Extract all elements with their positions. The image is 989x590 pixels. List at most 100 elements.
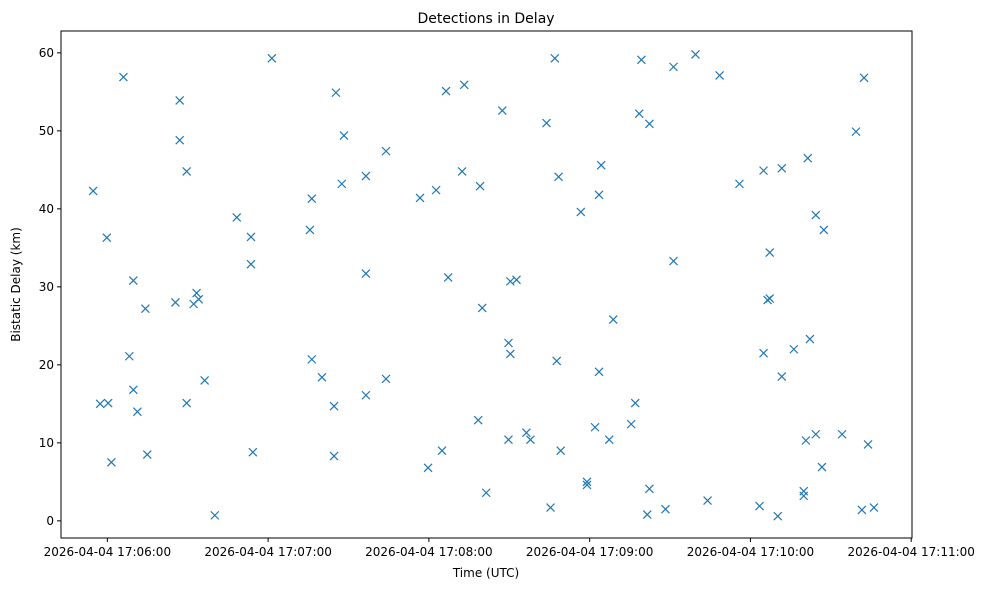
data-point-marker: [192, 288, 202, 298]
data-point-marker: [95, 399, 105, 409]
data-point-marker: [175, 135, 185, 145]
data-point-marker: [811, 210, 821, 220]
data-point-marker: [170, 298, 180, 307]
data-point-marker: [210, 510, 220, 520]
data-point-marker: [423, 463, 433, 473]
data-point-marker: [691, 49, 700, 59]
data-point-marker: [431, 185, 441, 195]
data-point-marker: [88, 186, 98, 196]
data-point-marker: [851, 127, 861, 137]
x-tick-label: 2026-04-04 17:10:00: [687, 545, 814, 559]
x-axis-label: Time (UTC): [452, 566, 519, 580]
data-point-marker: [859, 73, 869, 83]
data-point-marker: [634, 109, 644, 119]
data-point-marker: [200, 376, 210, 385]
y-axis-label: Bistatic Delay (km): [9, 227, 23, 342]
data-point-marker: [361, 171, 371, 181]
data-point-marker: [182, 166, 192, 176]
data-point-marker: [759, 348, 768, 358]
data-point-marker: [626, 419, 636, 429]
data-point-marker: [128, 385, 138, 395]
data-point-marker: [636, 55, 646, 65]
y-tick-label: 60: [39, 46, 54, 60]
data-point-marker: [703, 496, 712, 505]
x-tick-label: 2026-04-04 17:07:00: [204, 545, 331, 559]
data-point-marker: [457, 166, 467, 176]
data-point-marker: [801, 436, 811, 445]
data-point-marker: [582, 480, 592, 490]
data-point-marker: [119, 72, 128, 82]
data-point-marker: [546, 503, 555, 513]
data-point-marker: [459, 80, 469, 90]
chart-title: Detections in Delay: [417, 11, 554, 27]
data-point-marker: [765, 248, 775, 257]
y-tick-label: 10: [39, 436, 54, 450]
data-point-marker: [604, 435, 614, 445]
data-point-marker: [477, 303, 487, 313]
data-point-marker: [576, 207, 586, 217]
data-point-marker: [329, 401, 339, 411]
data-point-marker: [590, 422, 600, 432]
data-point-marker: [246, 259, 256, 269]
x-tick-label: 2026-04-04 17:09:00: [526, 545, 653, 559]
data-point-marker: [735, 179, 744, 189]
data-point-marker: [317, 372, 327, 382]
data-point-marker: [361, 390, 371, 400]
data-point-marker: [715, 71, 725, 80]
data-point-marker: [505, 349, 515, 359]
data-point-marker: [267, 53, 277, 63]
data-point-marker: [777, 372, 787, 381]
data-point-marker: [789, 344, 799, 354]
data-point-marker: [182, 398, 192, 408]
data-point-marker: [803, 153, 813, 163]
plot-area-frame: [60, 30, 913, 539]
data-point-marker: [232, 212, 242, 222]
data-point-marker: [307, 194, 317, 204]
data-point-marker: [128, 276, 138, 286]
data-point-marker: [339, 131, 349, 140]
data-point-marker: [246, 232, 256, 242]
data-point-marker: [550, 53, 560, 63]
data-point-marker: [142, 450, 152, 459]
y-axis: 0 10 20 30 40 50 60: [39, 46, 61, 528]
y-tick-label: 30: [39, 280, 54, 294]
data-point-marker: [443, 273, 453, 282]
data-point-marker: [194, 294, 204, 304]
data-point-marker: [140, 304, 150, 314]
data-point-marker: [811, 429, 821, 439]
data-point-marker: [552, 356, 562, 366]
y-tick-label: 50: [39, 124, 54, 138]
data-point-marker: [175, 95, 185, 105]
data-point-marker: [475, 181, 485, 191]
data-point-marker: [863, 439, 873, 449]
data-point-marker: [381, 374, 391, 384]
data-point-marker: [799, 491, 809, 501]
data-point-marker: [869, 503, 879, 513]
data-point-marker: [817, 462, 827, 472]
data-point-marker: [329, 451, 339, 461]
data-point-marker: [381, 146, 391, 156]
data-point-marker: [504, 338, 513, 348]
data-point-marker: [556, 446, 566, 456]
data-point-marker: [361, 269, 371, 279]
data-point-marker: [642, 510, 652, 520]
data-point-marker: [773, 511, 783, 521]
x-tick-label: 2026-04-04 17:06:00: [44, 545, 171, 559]
data-point-marker: [759, 166, 768, 176]
y-tick-label: 0: [46, 514, 54, 528]
data-point-marker: [512, 275, 521, 285]
data-point-marker: [437, 446, 447, 456]
data-point-marker: [669, 62, 678, 72]
data-point-marker: [473, 415, 483, 425]
data-point-marker: [132, 407, 142, 417]
data-point-marker: [765, 294, 775, 303]
data-point-marker: [305, 225, 315, 235]
data-point-marker: [819, 225, 829, 235]
data-point-marker: [337, 179, 347, 189]
data-point-marker: [608, 315, 618, 325]
data-point-marker: [661, 504, 670, 514]
data-point-marker: [837, 429, 847, 439]
data-point-marker: [542, 118, 551, 128]
data-point-marker: [124, 351, 134, 361]
